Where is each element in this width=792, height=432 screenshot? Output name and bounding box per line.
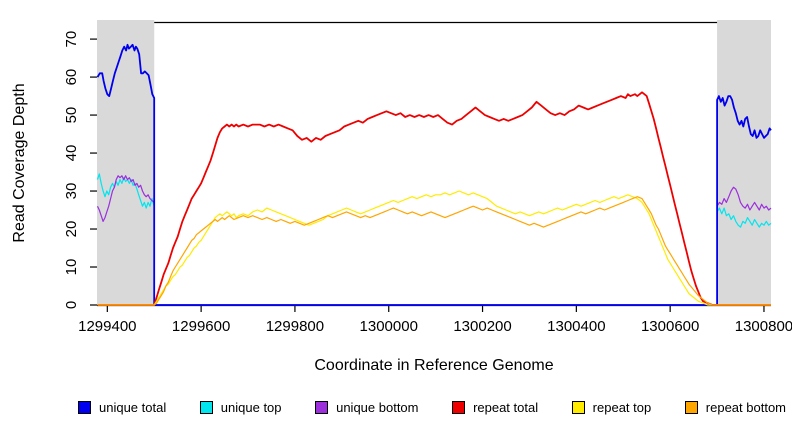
legend-swatch-icon	[315, 400, 329, 414]
x-tick-label: 1300000	[360, 318, 418, 335]
legend-swatch-icon	[199, 400, 213, 414]
x-tick-label: 1299600	[172, 318, 230, 335]
y-tick-label: 20	[63, 221, 80, 238]
x-tick-label: 1299400	[78, 318, 136, 335]
shaded-region-left-flank	[97, 20, 155, 305]
legend-label: repeat total	[473, 399, 539, 415]
y-tick-label: 60	[63, 69, 80, 86]
y-tick-label: 50	[63, 107, 80, 124]
legend-swatch-icon	[78, 400, 91, 414]
legend-item-repeat-total: repeat total	[452, 400, 538, 415]
legend-label: repeat bottom	[705, 399, 786, 415]
series-line-unique-top	[96, 173, 772, 306]
x-tick-label: 1300400	[547, 318, 605, 335]
legend-item-unique-total: unique total	[78, 400, 166, 415]
y-axis-label: Read Coverage Depth	[11, 83, 28, 243]
x-tick-label: 1300200	[453, 318, 511, 335]
shaded-region-right-flank	[717, 20, 771, 305]
legend-item-repeat-top: repeat top	[571, 399, 652, 415]
series-line-repeat-total	[97, 91, 771, 306]
series-line-repeat-bottom	[97, 196, 771, 306]
legend-item-unique-bottom: unique bottom	[315, 399, 419, 415]
series-line-unique-total	[96, 43, 772, 306]
y-tick-label: 30	[63, 183, 80, 200]
legend-swatch-icon	[571, 400, 585, 414]
legend-label: unique top	[220, 399, 282, 415]
legend-label: unique bottom	[336, 399, 419, 415]
legend: unique total unique top unique bottom repea…	[78, 396, 786, 418]
legend-swatch-icon	[452, 400, 466, 414]
x-axis-label: Coordinate in Reference Genome	[314, 357, 554, 374]
y-tick-label: 10	[63, 259, 80, 276]
y-tick-label: 0	[63, 301, 80, 309]
legend-item-unique-top: unique top	[199, 399, 282, 415]
x-tick-label: 1300800	[735, 318, 792, 335]
series-line-unique-bottom	[96, 175, 772, 306]
x-tick-label: 1299800	[266, 318, 324, 335]
y-tick-label: 70	[63, 31, 80, 48]
coverage-plot: 1299400 1299600 1299800 1300000 1300200 13004…	[63, 20, 792, 335]
x-tick-label: 1300600	[641, 318, 699, 335]
y-tick-label: 40	[63, 145, 80, 162]
legend-item-repeat-bottom: repeat bottom	[684, 399, 786, 415]
legend-swatch-icon	[684, 400, 698, 414]
legend-label: unique total	[99, 399, 167, 415]
legend-label: repeat top	[592, 399, 652, 415]
series-line-repeat-top	[97, 190, 771, 306]
